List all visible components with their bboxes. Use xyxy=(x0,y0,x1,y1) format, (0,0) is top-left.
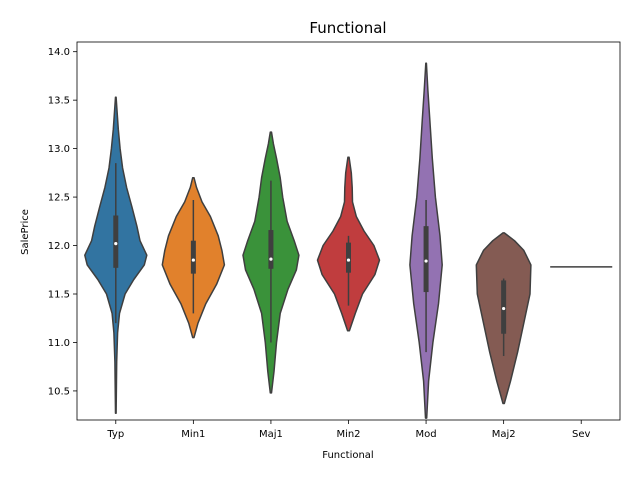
y-tick-label: 13.0 xyxy=(48,144,70,155)
iqr-box xyxy=(113,215,119,268)
chart-title: Functional xyxy=(309,19,386,37)
y-tick-label: 12.5 xyxy=(48,193,70,204)
median-point xyxy=(114,242,118,246)
median-point xyxy=(502,306,506,311)
x-tick-label: Sev xyxy=(572,429,591,440)
x-tick-label: Min2 xyxy=(336,429,360,440)
y-tick-label: 13.5 xyxy=(48,96,70,107)
x-tick-label: Mod xyxy=(416,429,437,440)
y-tick-label: 14.0 xyxy=(48,47,70,58)
iqr-box xyxy=(190,240,196,274)
y-tick-label: 12.0 xyxy=(48,241,70,252)
x-tick-label: Maj1 xyxy=(259,429,283,440)
x-axis-label: Functional xyxy=(322,450,373,461)
iqr-box xyxy=(268,230,274,269)
iqr-box xyxy=(423,226,429,293)
median-point xyxy=(424,259,428,263)
x-tick-label: Maj2 xyxy=(492,429,516,440)
x-tick-label: Min1 xyxy=(181,429,205,440)
median-point xyxy=(269,257,273,261)
median-point xyxy=(346,258,351,262)
y-tick-label: 10.5 xyxy=(48,386,70,397)
y-axis-label: SalePrice xyxy=(20,209,31,255)
median-point xyxy=(191,258,195,262)
plot-area: 10.5 11.0 11.5 12.0 12.5 13.0 13.5 14.0 Typ Min1 M… xyxy=(48,41,621,440)
y-tick-label: 11.5 xyxy=(48,290,70,301)
x-tick-label: Typ xyxy=(106,429,124,440)
iqr-box xyxy=(346,242,351,273)
y-tick-label: 11.0 xyxy=(48,338,70,349)
